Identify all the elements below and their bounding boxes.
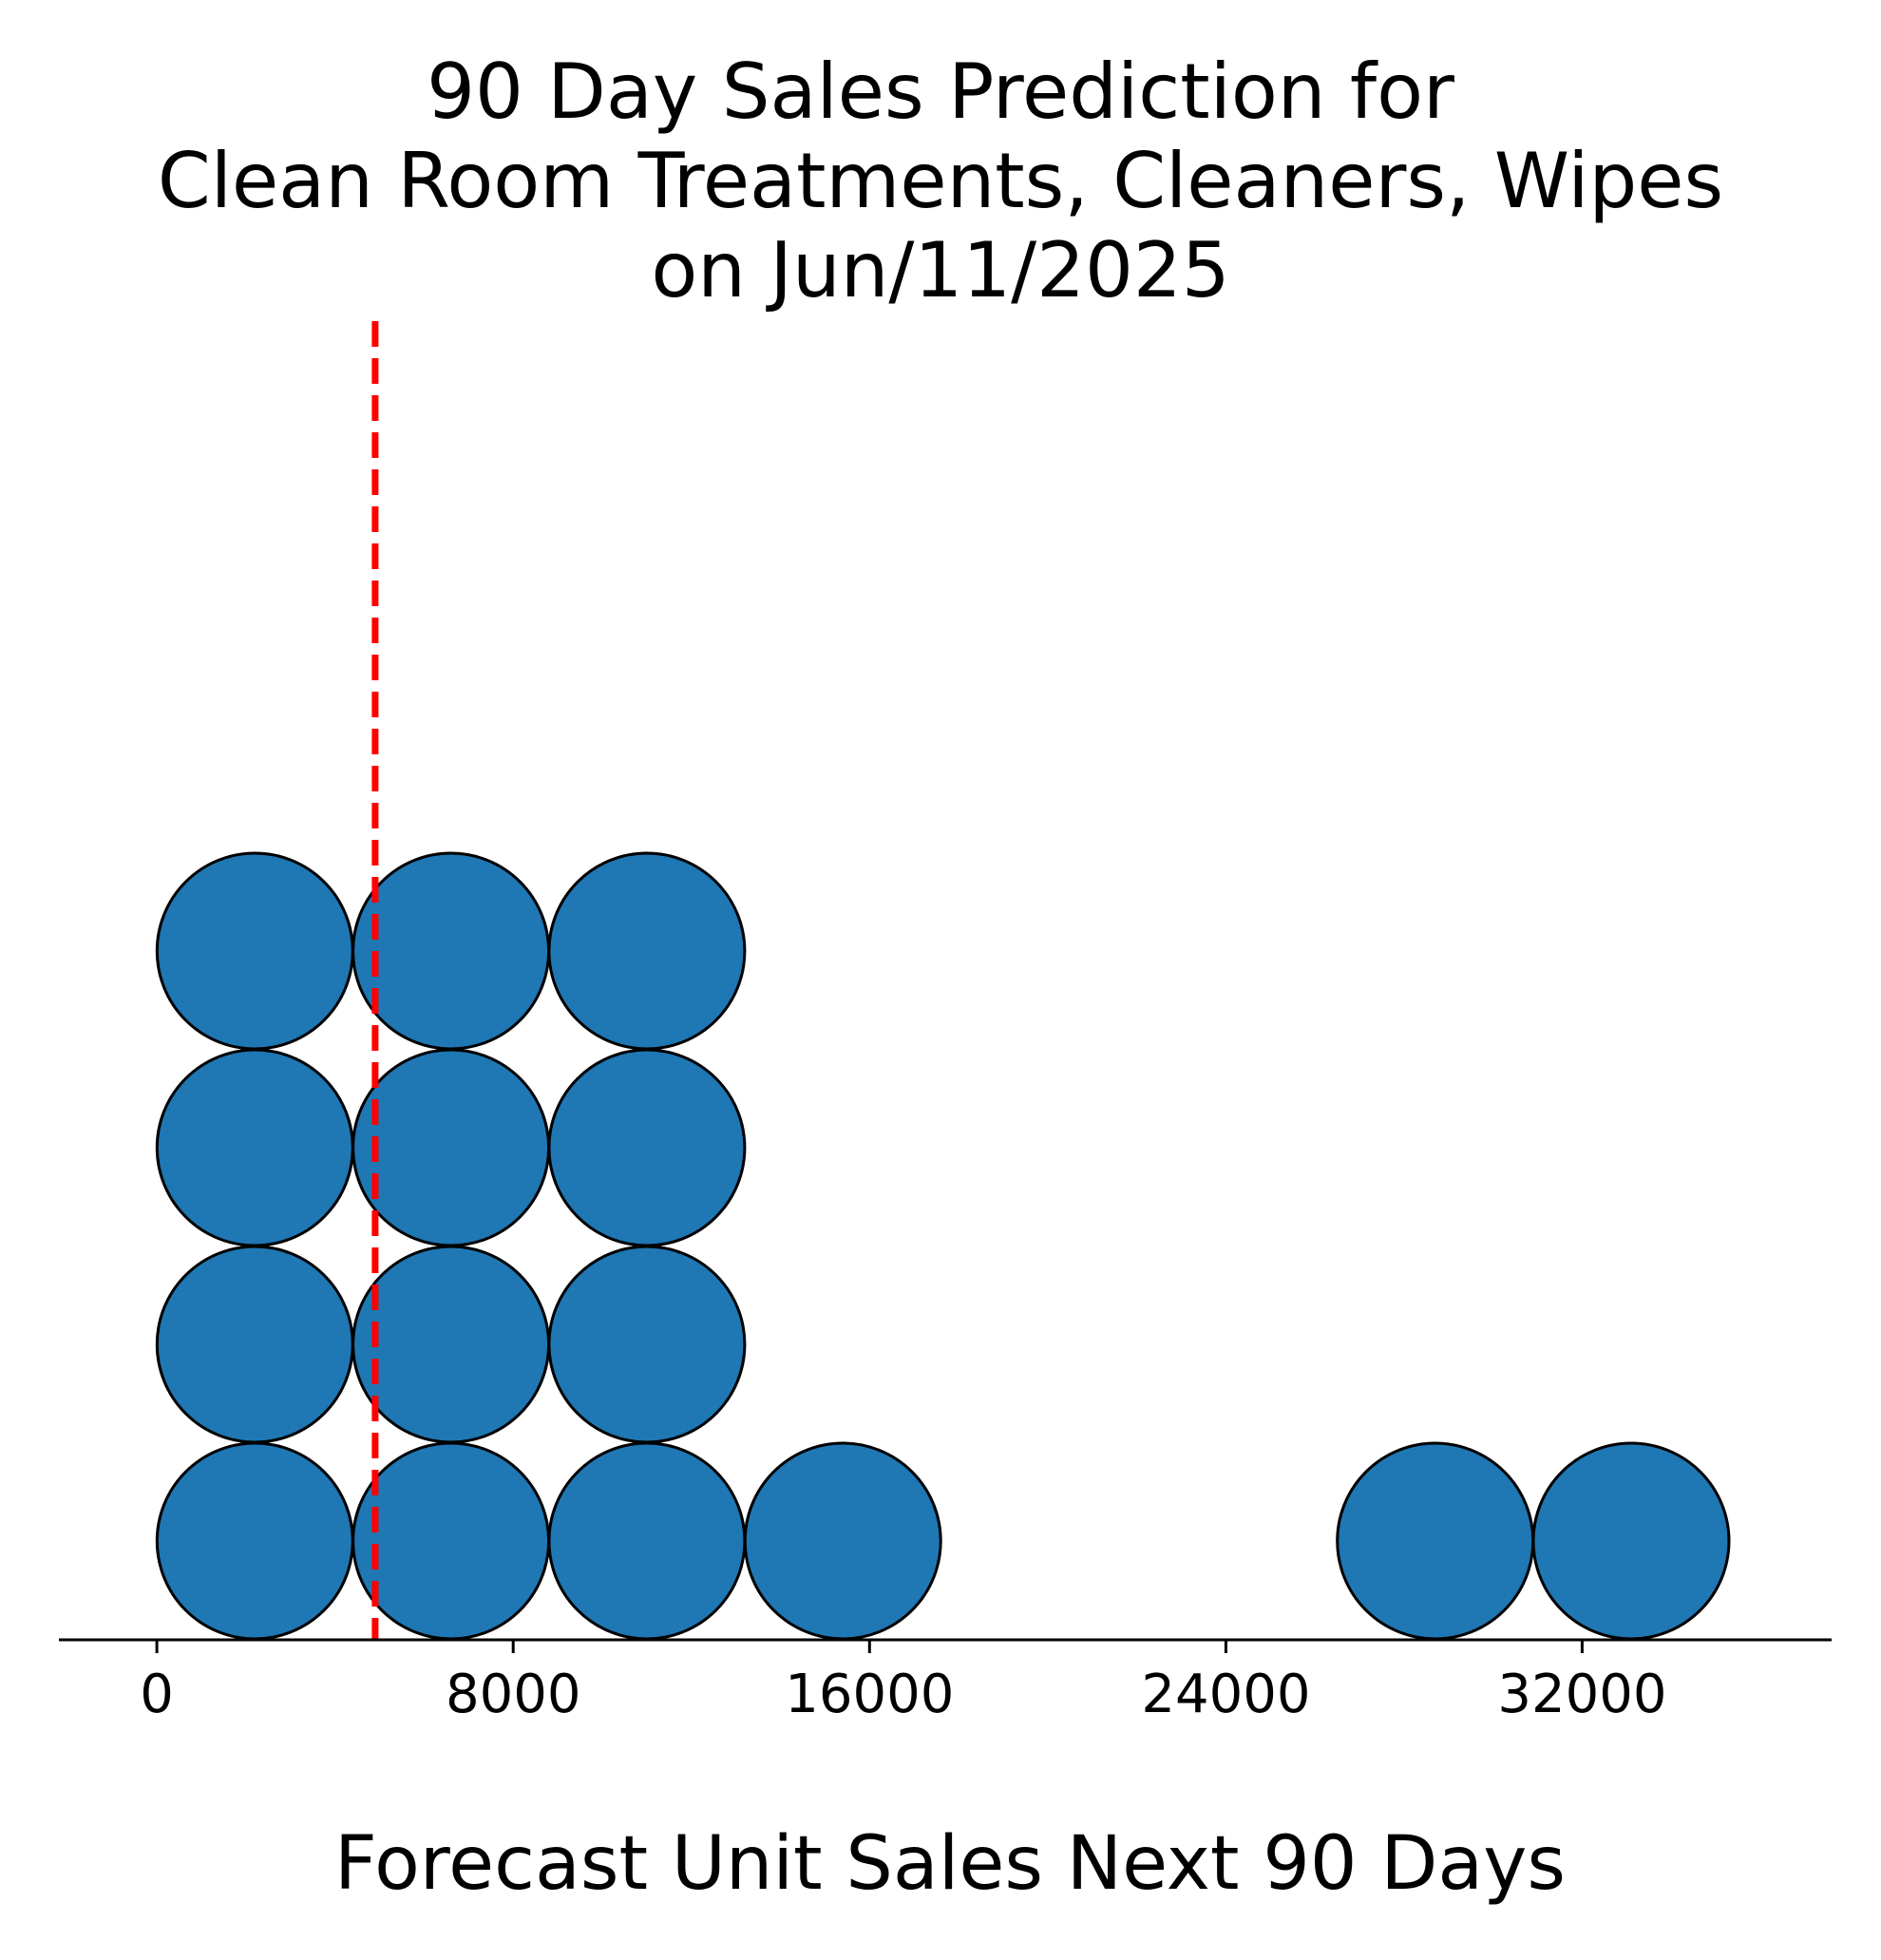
chart-title-line-3: on Jun/11/2025 xyxy=(651,226,1229,314)
x-tick-label: 24000 xyxy=(1141,1664,1310,1725)
chart-title-line-2: Clean Room Treatments, Cleaners, Wipes xyxy=(158,137,1723,225)
data-dot xyxy=(547,1048,747,1247)
data-dot xyxy=(155,1245,354,1444)
data-dot xyxy=(547,851,747,1051)
data-dot xyxy=(352,1245,551,1444)
data-dot xyxy=(1531,1441,1731,1641)
x-tick-label: 8000 xyxy=(446,1664,581,1725)
data-dots xyxy=(155,851,1731,1641)
data-dot xyxy=(352,1048,551,1247)
chart-title-line-1: 90 Day Sales Prediction for xyxy=(427,48,1454,136)
data-dot xyxy=(547,1441,747,1641)
x-tick-label: 0 xyxy=(140,1664,174,1725)
data-dot xyxy=(352,851,551,1051)
x-axis-label: Forecast Unit Sales Next 90 Days xyxy=(334,1821,1566,1907)
data-dot xyxy=(547,1245,747,1444)
x-axis: 0 8000 16000 24000 32000 xyxy=(59,1638,1832,1725)
data-dot xyxy=(1336,1441,1535,1641)
data-dot xyxy=(352,1441,551,1641)
x-tick-label: 16000 xyxy=(785,1664,954,1725)
data-dot xyxy=(155,851,354,1051)
data-dot xyxy=(155,1441,354,1641)
chart-title: 90 Day Sales Prediction for Clean Room T… xyxy=(158,48,1723,314)
data-dot xyxy=(743,1441,942,1641)
x-tick-label: 32000 xyxy=(1497,1664,1666,1725)
data-dot xyxy=(155,1048,354,1247)
